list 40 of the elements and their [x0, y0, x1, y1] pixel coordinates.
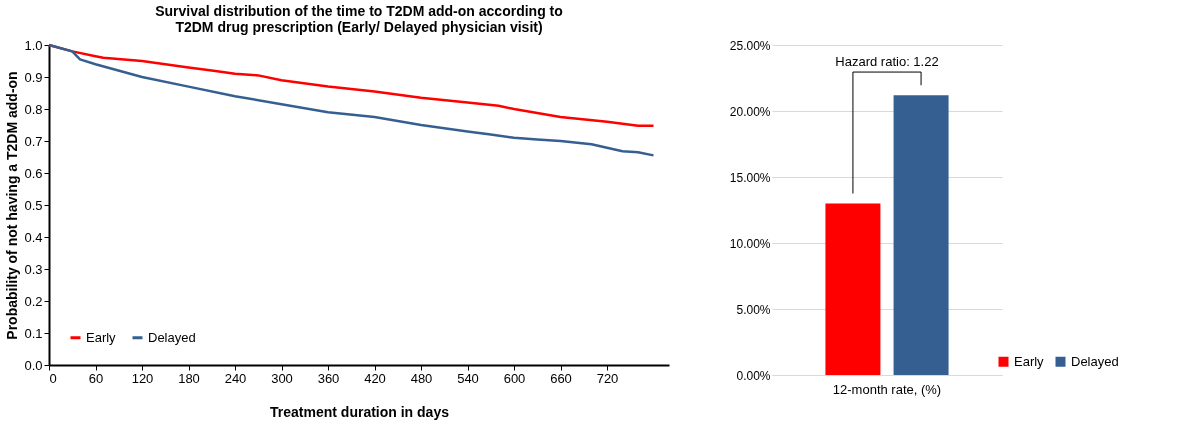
y-tick-label: 5.00% [736, 302, 771, 317]
y-tick-label: 0.7 [24, 133, 43, 149]
chart-title: Survival distribution of the time to T2DM add-on according to T2DM drug prescription (Early/ Delayed physician visit) [155, 3, 563, 35]
y-tick-label: 0.0 [24, 357, 43, 373]
x-tick-label: 12-month rate, (%) [832, 381, 942, 397]
x-tick-label: 0 [49, 370, 57, 386]
legend-label: Delayed [1071, 353, 1119, 369]
y-tick-label: 0.4 [24, 229, 43, 245]
x-tick-label: 600 [503, 370, 526, 386]
y-axis-title: Probability of not having a T2DM add-on [4, 71, 21, 340]
y-tick-label: 0.3 [24, 261, 43, 277]
annotation: Hazard ratio: 1.22 [835, 54, 939, 70]
x-tick-label: 540 [457, 370, 479, 386]
legend-label: Delayed [148, 329, 196, 345]
y-tick-label: 0.6 [24, 165, 43, 181]
x-tick-label: 300 [271, 370, 293, 386]
y-tick-label: 0.2 [24, 293, 43, 309]
y-tick-label: 0.1 [24, 325, 43, 341]
line-series [47, 43, 655, 157]
x-axis-title: Treatment duration in days [270, 403, 450, 420]
y-tick-label: 15.00% [729, 170, 771, 185]
legend-label: Early [1014, 353, 1045, 369]
y-tick-label: 0.9 [24, 69, 43, 85]
x-tick-label: 360 [317, 370, 340, 386]
x-tick-label: 120 [131, 370, 154, 386]
y-tick-label: 1.0 [24, 37, 43, 53]
x-tick-label: 420 [364, 370, 386, 386]
y-tick-label: 20.00% [729, 104, 771, 119]
y-tick-label: 0.8 [24, 101, 43, 117]
y-tick-label: 0.5 [24, 197, 43, 213]
x-tick-label: 60 [88, 370, 104, 386]
x-tick-label: 180 [178, 370, 200, 386]
y-tick-label: 25.00% [729, 38, 771, 53]
x-tick-label: 720 [596, 370, 619, 386]
y-tick-label: 0.00% [736, 368, 771, 383]
y-tick-label: 10.00% [729, 236, 771, 251]
legend-label: Early [86, 329, 117, 345]
x-tick-label: 480 [410, 370, 433, 386]
x-tick-label: 660 [550, 370, 572, 386]
x-tick-label: 240 [224, 370, 247, 386]
